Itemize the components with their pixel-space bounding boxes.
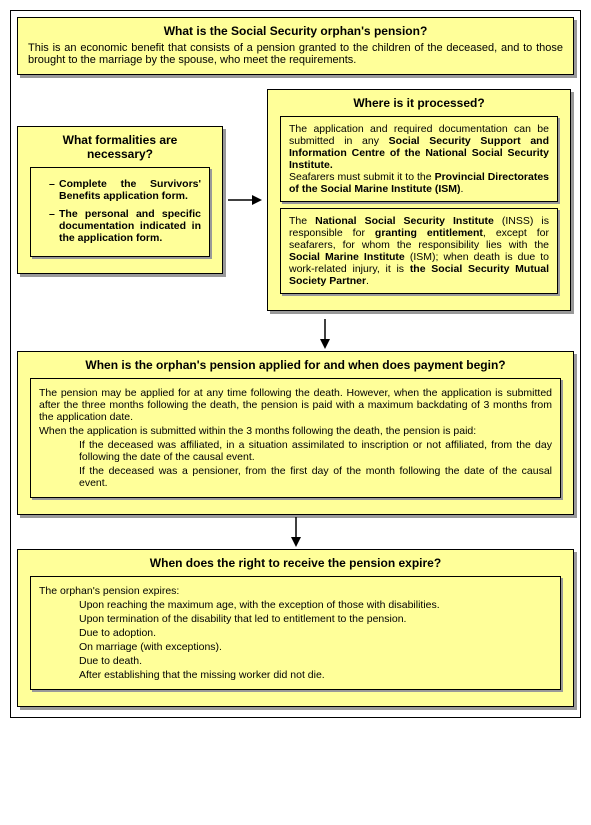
expire-i2: Upon termination of the disability that … xyxy=(39,613,552,625)
formality-item-1: Complete the Survivors' Benefits applica… xyxy=(49,178,201,202)
formality-item-2: The personal and specific documentation … xyxy=(49,208,201,244)
when-p1: The pension may be applied for at any ti… xyxy=(39,387,552,423)
intro-box: What is the Social Security orphan's pen… xyxy=(17,17,574,75)
formalities-title: What formalities are necessary? xyxy=(28,133,212,161)
processed-box: Where is it processed? The application a… xyxy=(267,89,571,311)
intro-title: What is the Social Security orphan's pen… xyxy=(28,24,563,38)
when-title: When is the orphan's pension applied for… xyxy=(28,358,563,372)
formalities-inner: Complete the Survivors' Benefits applica… xyxy=(30,167,210,257)
intro-body: This is an economic benefit that consist… xyxy=(28,42,563,66)
when-p4: If the deceased was a pensioner, from th… xyxy=(39,465,552,489)
when-inner: The pension may be applied for at any ti… xyxy=(30,378,561,498)
processed-title: Where is it processed? xyxy=(278,96,560,110)
arrow-down-2-icon xyxy=(17,517,574,547)
arrow-down-1-icon xyxy=(17,319,574,349)
expire-inner: The orphan's pension expires: Upon reach… xyxy=(30,576,561,690)
proc-p2c: . xyxy=(461,183,464,195)
formalities-box: What formalities are necessary? Complete… xyxy=(17,126,223,274)
processed-inner-1: The application and required documentati… xyxy=(280,116,558,202)
processed-inner-2: The National Social Security Institute (… xyxy=(280,208,558,294)
proc-p3d: granting entitlement xyxy=(375,227,483,239)
proc-p3a: The xyxy=(289,215,315,227)
expire-box: When does the right to receive the pensi… xyxy=(17,549,574,707)
expire-i5: Due to death. xyxy=(39,655,552,667)
when-box: When is the orphan's pension applied for… xyxy=(17,351,574,515)
when-p2: When the application is submitted within… xyxy=(39,425,552,437)
proc-p3b: National Social Security Institute xyxy=(315,215,494,227)
arrow-right-icon xyxy=(227,192,263,208)
proc-p3i: . xyxy=(366,275,369,287)
middle-row: What formalities are necessary? Complete… xyxy=(17,89,574,311)
proc-p3f: Social Marine Institute xyxy=(289,251,405,263)
expire-i1: Upon reaching the maximum age, with the … xyxy=(39,599,552,611)
when-p3: If the deceased was affiliated, in a sit… xyxy=(39,439,552,463)
expire-lead: The orphan's pension expires: xyxy=(39,585,552,597)
expire-i6: After establishing that the missing work… xyxy=(39,669,552,681)
proc-p2a: Seafarers must submit it to the xyxy=(289,171,435,183)
expire-i3: Due to adoption. xyxy=(39,627,552,639)
flowchart-frame: What is the Social Security orphan's pen… xyxy=(10,10,581,718)
expire-title: When does the right to receive the pensi… xyxy=(28,556,563,570)
expire-i4: On marriage (with exceptions). xyxy=(39,641,552,653)
